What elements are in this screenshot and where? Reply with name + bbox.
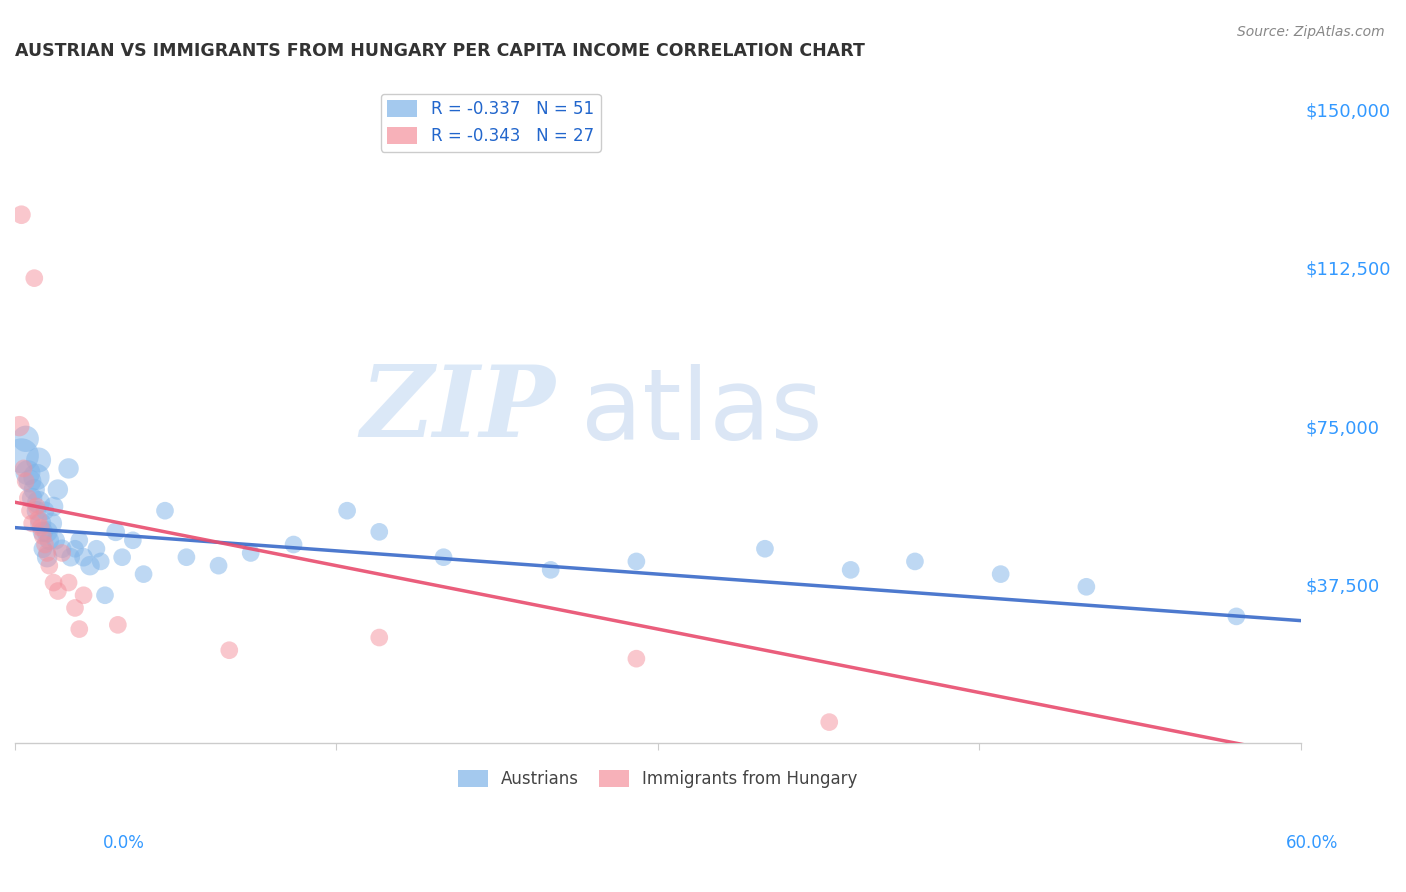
Point [10,208,32,222]
Point [21,516,44,531]
Point [30,520,52,534]
Point [41,516,63,531]
Point [10,449,32,463]
Point [368,524,391,539]
Point [176,550,198,565]
Point [839,563,862,577]
Point [31,529,53,543]
Point [27,453,49,467]
Point [8,419,31,434]
Point [46,483,69,497]
Text: 60.0%: 60.0% [1286,834,1339,852]
Point [904,554,927,568]
Point [63,601,86,615]
Point [22,271,45,285]
Text: ZIP: ZIP [360,361,555,458]
Point [42,500,65,514]
Point [153,504,176,518]
Point [51,541,73,556]
Point [14,474,37,488]
Point [31,524,53,539]
Point [626,554,648,568]
Point [990,567,1012,582]
Point [67,622,90,636]
Text: 0.0%: 0.0% [103,834,145,852]
Point [59,550,82,565]
Point [368,631,391,645]
Point [283,537,305,551]
Point [14,432,37,446]
Point [63,541,86,556]
Point [18,504,41,518]
Point [46,584,69,599]
Point [540,563,562,577]
Legend: Austrians, Immigrants from Hungary: Austrians, Immigrants from Hungary [451,764,865,795]
Point [207,558,229,573]
Point [1076,580,1098,594]
Point [37,546,59,560]
Point [38,533,60,548]
Point [218,643,240,657]
Point [34,504,56,518]
Point [104,524,127,539]
Point [67,533,90,548]
Point [90,554,112,568]
Point [18,474,41,488]
Point [86,541,108,556]
Point [72,550,94,565]
Text: atlas: atlas [581,364,823,461]
Point [42,575,65,590]
Point [22,483,45,497]
Point [21,491,44,505]
Point [38,558,60,573]
Point [27,495,49,509]
Point [31,541,53,556]
Point [1225,609,1247,624]
Point [626,651,648,665]
Point [17,491,39,505]
Point [27,512,49,526]
Text: Source: ZipAtlas.com: Source: ZipAtlas.com [1237,25,1385,39]
Point [132,567,155,582]
Point [336,504,359,518]
Point [121,533,143,548]
Point [79,558,101,573]
Point [25,500,48,514]
Point [818,715,841,730]
Point [25,504,48,518]
Point [239,546,262,560]
Point [37,550,59,565]
Point [37,524,59,539]
Point [17,466,39,480]
Point [432,550,454,565]
Point [51,546,73,560]
Point [107,618,129,632]
Point [13,461,35,475]
Point [30,516,52,531]
Point [58,575,80,590]
Point [25,470,48,484]
Point [111,550,134,565]
Point [45,533,67,548]
Point [34,537,56,551]
Point [58,461,80,475]
Point [72,588,94,602]
Point [94,588,117,602]
Point [754,541,776,556]
Text: AUSTRIAN VS IMMIGRANTS FROM HUNGARY PER CAPITA INCOME CORRELATION CHART: AUSTRIAN VS IMMIGRANTS FROM HUNGARY PER … [15,42,865,60]
